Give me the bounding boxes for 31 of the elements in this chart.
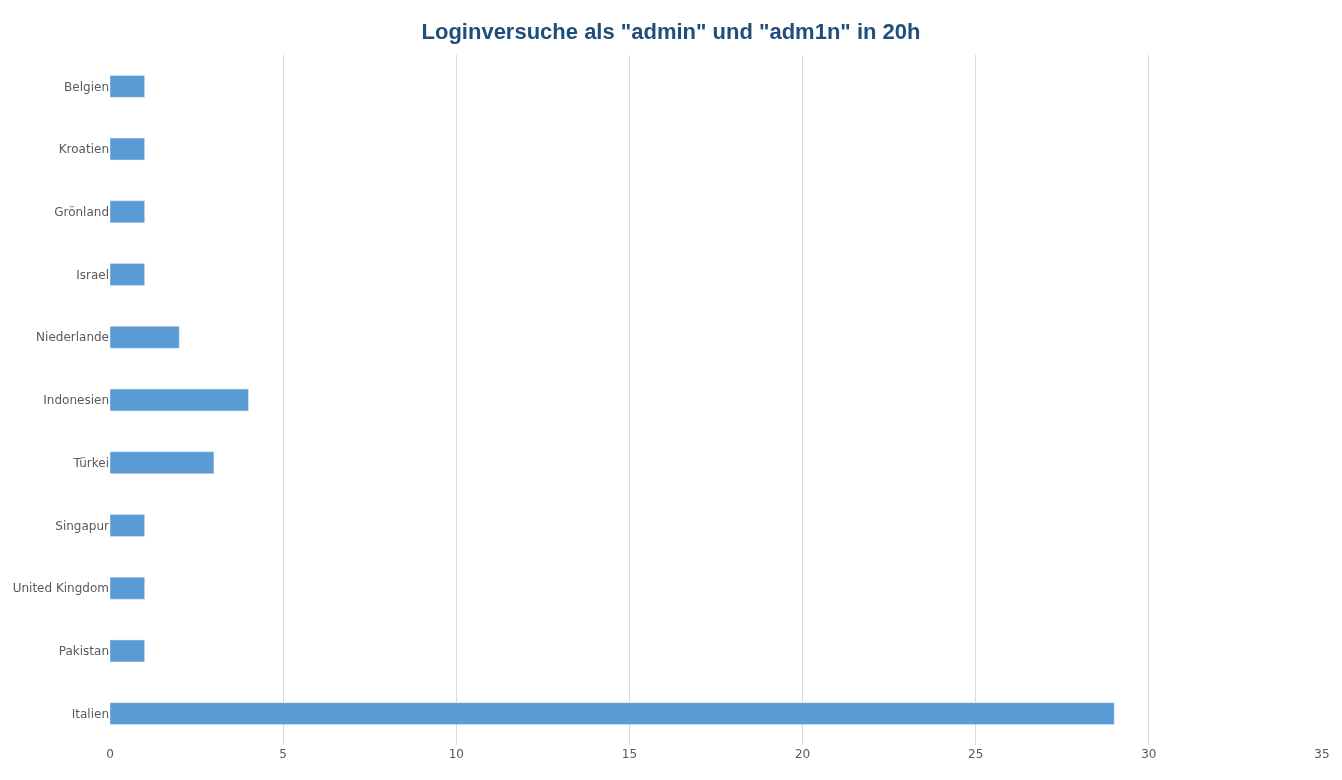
y-tick-label: United Kingdom — [12, 581, 109, 596]
bar — [110, 576, 145, 600]
x-tick-label: 30 — [1141, 747, 1157, 761]
bar — [110, 702, 1115, 725]
y-tick-label: Israel — [76, 267, 109, 282]
bar — [110, 639, 145, 663]
bar — [110, 75, 145, 98]
bar — [110, 451, 215, 474]
x-tick-label: 10 — [448, 747, 464, 761]
x-tick-label: 35 — [1314, 747, 1330, 761]
y-tick-label: Pakistan — [58, 644, 109, 659]
x-tick-label: 15 — [621, 747, 638, 761]
y-tick-label: Indonesien — [43, 393, 109, 408]
x-tick-label: 0 — [106, 747, 114, 761]
bar — [110, 514, 145, 537]
x-tick-label: 20 — [794, 747, 811, 761]
x-tick-label: 25 — [968, 747, 984, 761]
x-tick-label: 5 — [279, 747, 287, 761]
y-tick-label: Singapur — [55, 518, 110, 533]
y-tick-label: Niederlande — [36, 330, 109, 345]
y-tick-label: Kroatien — [58, 142, 109, 157]
chart-title: Loginversuche als "admin" und "adm1n" in 20h — [421, 18, 921, 44]
bar — [110, 326, 180, 349]
bar — [110, 200, 145, 224]
bar — [110, 137, 145, 161]
y-tick-label: Grönland — [54, 205, 109, 220]
bar — [110, 263, 145, 286]
y-tick-label: Türkei — [72, 455, 109, 470]
bar — [110, 388, 249, 412]
y-tick-label: Italien — [71, 706, 109, 721]
y-tick-label: Belgien — [64, 79, 109, 94]
